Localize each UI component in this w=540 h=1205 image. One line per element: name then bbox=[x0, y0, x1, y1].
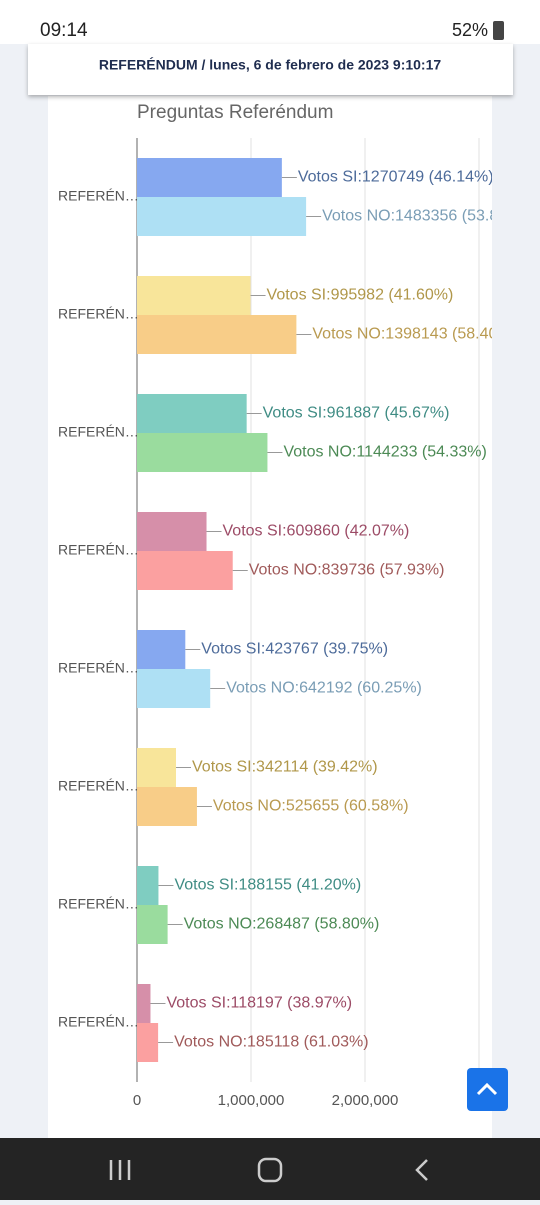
y-tick-label: REFERÉN… bbox=[58, 542, 139, 558]
data-label: Votos SI:342114 (39.42%) bbox=[192, 759, 378, 776]
home-button[interactable] bbox=[257, 1157, 283, 1183]
data-label: Votos NO:1144233 (54.33%) bbox=[283, 444, 486, 461]
bar bbox=[137, 1023, 159, 1062]
y-tick-label: REFERÉN… bbox=[58, 778, 139, 794]
bar bbox=[137, 433, 268, 472]
bar bbox=[137, 197, 307, 236]
chart-card bbox=[48, 96, 492, 1138]
y-tick-label: REFERÉN… bbox=[58, 188, 139, 204]
battery-icon bbox=[493, 21, 504, 40]
header-title: REFERÉNDUM / lunes, 6 de febrero de 2023… bbox=[99, 57, 442, 73]
header-box bbox=[28, 44, 513, 95]
data-label: Votos NO:268487 (58.80%) bbox=[184, 916, 380, 933]
data-label: Votos SI:961887 (45.67%) bbox=[263, 405, 450, 422]
data-label: Votos NO:839736 (57.93%) bbox=[249, 562, 445, 579]
bar bbox=[137, 866, 159, 905]
data-label: Votos SI:423767 (39.75%) bbox=[201, 641, 388, 658]
data-label: Votos NO:642192 (60.25%) bbox=[226, 680, 422, 697]
x-tick-label: 0 bbox=[133, 1092, 141, 1109]
bar bbox=[137, 984, 151, 1023]
clock: 09:14 bbox=[40, 20, 88, 41]
status-bar bbox=[0, 0, 540, 44]
bar bbox=[137, 905, 168, 944]
data-label: Votos NO:1483356 (53.86%) bbox=[322, 208, 527, 225]
bar bbox=[137, 748, 177, 787]
bar bbox=[137, 276, 251, 315]
x-tick-label: 1,000,000 bbox=[218, 1092, 285, 1109]
scroll-top-icon bbox=[476, 1082, 498, 1096]
bar bbox=[137, 787, 197, 826]
back-button[interactable] bbox=[415, 1159, 428, 1181]
data-label: Votos SI:1270749 (46.14%) bbox=[298, 169, 494, 186]
y-tick-label: REFERÉN… bbox=[58, 660, 139, 676]
bar bbox=[137, 315, 297, 354]
chart-title: Preguntas Referéndum bbox=[137, 102, 333, 123]
recents-button[interactable] bbox=[109, 1160, 131, 1180]
data-label: Votos SI:995982 (41.60%) bbox=[267, 287, 454, 304]
data-label: Votos SI:118197 (38.97%) bbox=[166, 995, 352, 1012]
y-tick-label: REFERÉN… bbox=[58, 424, 139, 440]
bar bbox=[137, 158, 282, 197]
y-tick-label: REFERÉN… bbox=[58, 306, 139, 322]
plot: 0 1,000,000 2,000,000 REFERÉN… Votos SI:1270… bbox=[58, 138, 527, 1109]
x-tick-label: 2,000,000 bbox=[332, 1092, 399, 1109]
data-label: Votos NO:1398143 (58.40%) bbox=[312, 326, 517, 343]
bar bbox=[137, 669, 211, 708]
data-label: Votos SI:609860 (42.07%) bbox=[223, 523, 410, 540]
bar bbox=[137, 551, 233, 590]
scroll-top-button[interactable] bbox=[467, 1068, 508, 1111]
battery-level: 52% bbox=[452, 20, 488, 40]
data-label: Votos NO:185118 (61.03%) bbox=[174, 1034, 369, 1051]
y-tick-label: REFERÉN… bbox=[58, 1014, 139, 1030]
data-label: Votos SI:188155 (41.20%) bbox=[174, 877, 361, 894]
nav-bar bbox=[0, 1138, 540, 1200]
bar bbox=[137, 394, 247, 433]
data-label: Votos NO:525655 (60.58%) bbox=[213, 798, 409, 815]
y-tick-label: REFERÉN… bbox=[58, 896, 139, 912]
bar bbox=[137, 512, 207, 551]
bar bbox=[137, 630, 186, 669]
